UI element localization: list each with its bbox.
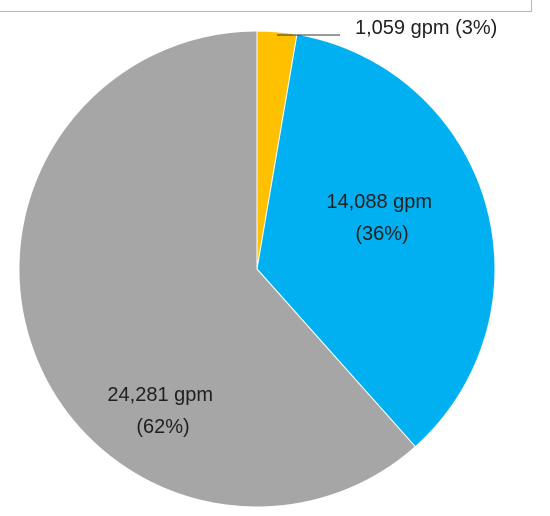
- pie-slices: [18, 30, 496, 508]
- pie-slice-blue: [256, 33, 496, 448]
- plot-area-border: [0, 0, 532, 12]
- slice-label-gray-line-2: (62%): [136, 416, 189, 438]
- slice-label-small: 1,059 gpm (3%): [355, 17, 497, 39]
- slice-label-blue-line-2: (36%): [355, 223, 408, 245]
- slice-label-blue-line-1: 14,088 gpm: [326, 191, 432, 213]
- pie-labels: 1,059 gpm (3%) 14,088 gpm (36%) 24,281 g…: [107, 17, 497, 438]
- slice-label-blue: 14,088 gpm (36%): [326, 191, 437, 245]
- slice-label-gray-line-1: 24,281 gpm: [107, 384, 213, 406]
- slice-label-gray: 24,281 gpm (62%): [107, 384, 218, 438]
- slice-label-small-line-1: 1,059 gpm (3%): [355, 17, 497, 39]
- pie-slice-gray: [18, 30, 417, 508]
